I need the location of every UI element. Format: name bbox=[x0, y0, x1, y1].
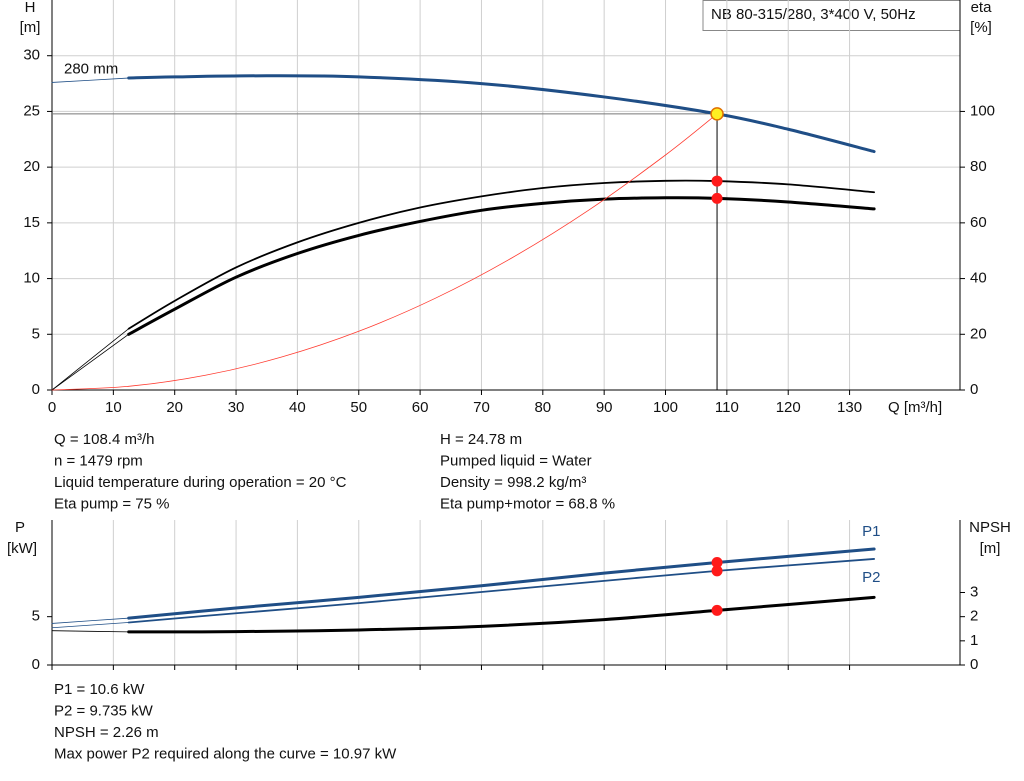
curve bbox=[127, 179, 876, 330]
y2-tick-label: 100 bbox=[970, 102, 995, 119]
x-tick-label: 110 bbox=[715, 399, 739, 416]
x-tick-label: 10 bbox=[105, 399, 122, 416]
curve bbox=[51, 333, 130, 391]
curve bbox=[51, 113, 718, 391]
duty-point bbox=[711, 557, 723, 569]
curve bbox=[51, 617, 130, 624]
y2-axis-label: eta bbox=[971, 0, 993, 16]
y-axis-label: P bbox=[15, 519, 25, 536]
y-axis-label: [m] bbox=[20, 19, 41, 36]
x-tick-label: 80 bbox=[534, 399, 551, 416]
info-text: Q = 108.4 m³/h bbox=[54, 431, 154, 448]
y2-tick-label: 0 bbox=[970, 381, 978, 398]
curve bbox=[127, 74, 876, 154]
curve bbox=[51, 77, 130, 83]
y-tick-label: 10 bbox=[23, 270, 40, 287]
chart-title: NB 80-315/280, 3*400 V, 50Hz bbox=[711, 6, 916, 23]
operating-point bbox=[710, 107, 724, 121]
y2-tick-label: 40 bbox=[970, 270, 987, 287]
x-tick-label: 60 bbox=[412, 399, 429, 416]
y-tick-label: 5 bbox=[32, 608, 40, 625]
y-tick-label: 0 bbox=[32, 656, 40, 673]
y-tick-label: 20 bbox=[23, 158, 40, 175]
curve bbox=[127, 196, 876, 336]
duty-point bbox=[711, 192, 723, 204]
y-axis-label: H bbox=[25, 0, 36, 16]
x-tick-label: 50 bbox=[350, 399, 367, 416]
y-tick-label: 30 bbox=[23, 47, 40, 64]
x-tick-label: 120 bbox=[776, 399, 801, 416]
y2-tick-label: 1 bbox=[970, 632, 978, 649]
duty-point bbox=[711, 175, 723, 187]
x-tick-label: 30 bbox=[228, 399, 245, 416]
info-text: n = 1479 rpm bbox=[54, 452, 143, 469]
x-tick-label: 70 bbox=[473, 399, 490, 416]
info-text: Eta pump = 75 % bbox=[54, 495, 170, 512]
info-text: H = 24.78 m bbox=[440, 431, 522, 448]
x-axis-label: Q [m³/h] bbox=[888, 399, 942, 416]
info-text: P1 = 10.6 kW bbox=[54, 681, 145, 698]
x-tick-label: 0 bbox=[48, 399, 56, 416]
y-axis-label: [kW] bbox=[7, 540, 37, 557]
y-tick-label: 15 bbox=[23, 214, 40, 231]
legend-label: P2 bbox=[862, 569, 880, 586]
y2-axis-label: [%] bbox=[970, 19, 992, 36]
info-text: Density = 998.2 kg/m³ bbox=[440, 474, 586, 491]
curve-label: 280 mm bbox=[64, 60, 118, 77]
y2-tick-label: 60 bbox=[970, 214, 987, 231]
title-box bbox=[702, 0, 961, 31]
y2-axis-label: NPSH bbox=[969, 519, 1011, 536]
info-text: NPSH = 2.26 m bbox=[54, 724, 159, 741]
info-text: Max power P2 required along the curve = … bbox=[54, 745, 397, 762]
y2-tick-label: 0 bbox=[970, 656, 978, 673]
y-tick-label: 5 bbox=[32, 325, 40, 342]
x-tick-label: 90 bbox=[596, 399, 613, 416]
curve bbox=[51, 328, 130, 391]
x-tick-label: 100 bbox=[653, 399, 678, 416]
curve bbox=[127, 558, 876, 624]
curve bbox=[51, 622, 130, 629]
y2-axis-label: [m] bbox=[980, 540, 1001, 557]
y-tick-label: 25 bbox=[23, 102, 40, 119]
y2-tick-label: 20 bbox=[970, 325, 987, 342]
duty-point bbox=[711, 565, 723, 577]
info-text: Pumped liquid = Water bbox=[440, 452, 592, 469]
y2-tick-label: 3 bbox=[970, 583, 978, 600]
duty-point bbox=[711, 604, 723, 616]
y-tick-label: 0 bbox=[32, 381, 40, 398]
info-text: Liquid temperature during operation = 20… bbox=[54, 474, 347, 491]
curve bbox=[51, 630, 130, 633]
x-tick-label: 20 bbox=[166, 399, 183, 416]
x-tick-label: 130 bbox=[837, 399, 862, 416]
legend-label: P1 bbox=[862, 523, 880, 540]
x-tick-label: 40 bbox=[289, 399, 306, 416]
info-text: Eta pump+motor = 68.8 % bbox=[440, 495, 615, 512]
y2-tick-label: 2 bbox=[970, 608, 978, 625]
curve bbox=[127, 595, 876, 634]
info-text: P2 = 9.735 kW bbox=[54, 702, 154, 719]
y2-tick-label: 80 bbox=[970, 158, 987, 175]
